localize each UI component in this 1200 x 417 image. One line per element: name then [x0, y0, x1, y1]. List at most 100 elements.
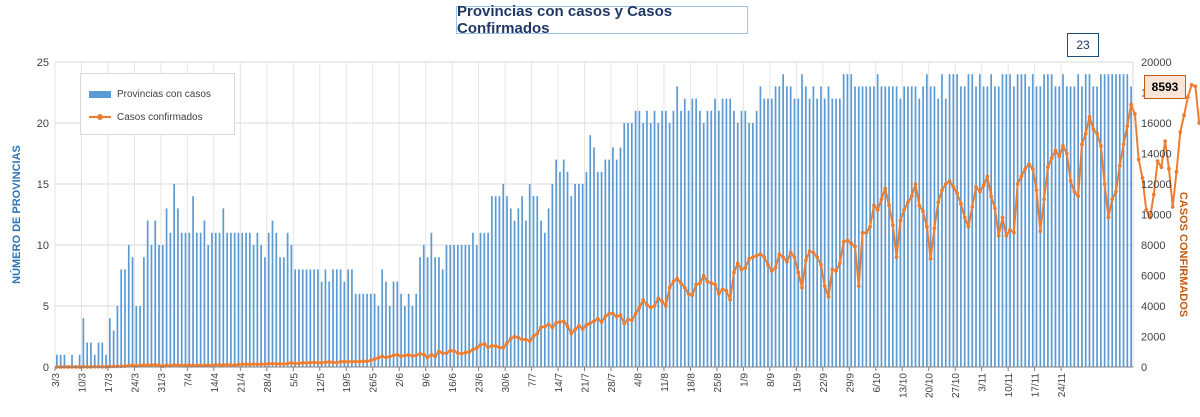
x-tick-label: 25/8: [713, 373, 724, 393]
bar: [203, 220, 206, 367]
bar: [846, 74, 849, 367]
bar: [702, 123, 705, 367]
bar: [547, 208, 550, 367]
cases-point: [145, 363, 150, 368]
cases-point: [414, 353, 419, 358]
bar: [676, 86, 679, 368]
cases-point: [429, 352, 434, 357]
bar: [438, 257, 440, 367]
cases-point: [663, 304, 668, 308]
cases-point: [489, 344, 494, 348]
x-tick-label: 9/6: [422, 373, 433, 387]
bar: [460, 245, 463, 367]
cases-point: [410, 354, 415, 358]
cases-point: [766, 262, 770, 267]
bar: [1122, 74, 1125, 367]
cases-point: [970, 204, 975, 209]
bar: [93, 354, 96, 367]
cases-point: [1019, 174, 1024, 179]
bar: [1020, 74, 1023, 367]
bar: [653, 110, 656, 368]
cases-point: [800, 285, 804, 290]
bar: [369, 293, 372, 367]
cases-point: [561, 319, 566, 324]
axes-layer: 0 5 10 15 20 25 0 2000 4000 6000 8000 10000 12000 140…: [10, 57, 1189, 398]
bar: [445, 245, 448, 367]
bar: [226, 232, 228, 367]
bar: [975, 86, 977, 368]
bar: [385, 281, 387, 367]
bar: [230, 232, 232, 367]
cases-point: [811, 250, 816, 255]
cases-point: [520, 337, 525, 342]
cases-point: [391, 353, 396, 358]
cases-point: [580, 326, 585, 331]
cases-point: [304, 361, 309, 365]
cases-point: [603, 314, 608, 319]
bar: [313, 269, 315, 367]
cases-point: [1083, 131, 1088, 136]
cases-point: [440, 351, 445, 356]
cases-point: [701, 273, 706, 278]
bar: [763, 98, 766, 367]
y-right-tick-label: 4000: [1141, 301, 1165, 313]
bar: [525, 220, 527, 367]
bar: [604, 159, 607, 367]
bar: [116, 306, 119, 367]
bar: [324, 269, 327, 367]
cases-point: [1129, 102, 1134, 107]
bar: [498, 196, 501, 367]
cases-point: [550, 325, 555, 330]
cases-point: [293, 361, 298, 366]
cases-point: [849, 241, 854, 246]
cases-point: [837, 261, 842, 266]
cases-point: [206, 363, 211, 367]
x-tick-label: 19/5: [342, 373, 353, 393]
cases-point: [614, 314, 619, 319]
cases-point: [471, 347, 475, 352]
bar: [86, 342, 89, 367]
cases-point: [868, 224, 873, 229]
cases-point: [679, 281, 683, 286]
bar: [199, 232, 202, 367]
bar: [786, 86, 788, 368]
bar: [642, 123, 645, 367]
cases-point: [1174, 169, 1179, 174]
bar: [139, 306, 141, 367]
bar: [680, 110, 682, 368]
cases-point: [875, 208, 880, 212]
bar: [464, 245, 467, 367]
bar: [339, 269, 342, 367]
bar: [1107, 74, 1110, 367]
bar: [332, 269, 334, 367]
bar: [441, 269, 444, 367]
cases-point: [183, 363, 188, 368]
bar: [808, 98, 811, 367]
bar: [1103, 74, 1106, 367]
cases-point: [747, 256, 751, 261]
cases-point: [834, 269, 838, 273]
cases-point: [917, 203, 922, 208]
cases-point: [1045, 165, 1050, 170]
bar: [884, 86, 887, 368]
bar: [623, 123, 626, 367]
cases-point: [1132, 111, 1137, 116]
cases-point: [384, 355, 388, 360]
cases-point: [720, 287, 725, 292]
bar: [744, 110, 747, 368]
cases-point: [1064, 151, 1069, 156]
bar: [801, 74, 803, 367]
cases-point: [565, 324, 570, 329]
cases-point: [542, 324, 547, 329]
cases-point: [788, 250, 793, 255]
cases-point: [365, 359, 369, 364]
cases-point: [554, 320, 559, 325]
y-left-tick-label: 0: [43, 362, 49, 374]
cases-point: [1110, 197, 1115, 202]
x-tick-label: 30/6: [501, 373, 512, 393]
bars-layer: [56, 74, 1132, 368]
bar: [301, 269, 304, 367]
y-right-tick-label: 6000: [1141, 271, 1165, 283]
